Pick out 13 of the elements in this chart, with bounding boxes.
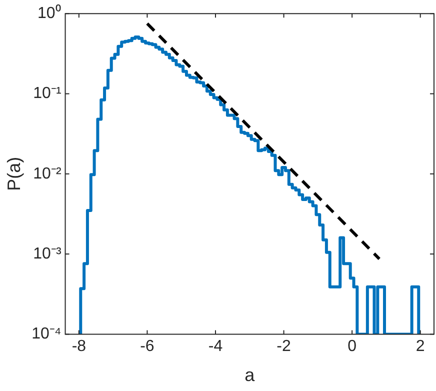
x-tick-label: -6 (140, 338, 154, 356)
y-axis-title: P(a) (4, 156, 24, 191)
x-tick-label: -4 (208, 338, 223, 356)
x-axis-title: a (244, 365, 256, 386)
x-tick-label: 0 (348, 338, 357, 356)
y-tick-label: 10⁻¹ (33, 85, 62, 102)
y-tick-label: 10⁰ (37, 4, 62, 22)
x-tick-label: -8 (72, 338, 86, 356)
x-tick-label: -2 (276, 338, 291, 356)
y-tick-label: 10⁻³ (33, 245, 62, 262)
y-tick-label: 10⁻² (33, 165, 62, 182)
y-tick-label: 10⁻⁴ (32, 326, 62, 343)
x-tick-label: 2 (416, 338, 425, 356)
